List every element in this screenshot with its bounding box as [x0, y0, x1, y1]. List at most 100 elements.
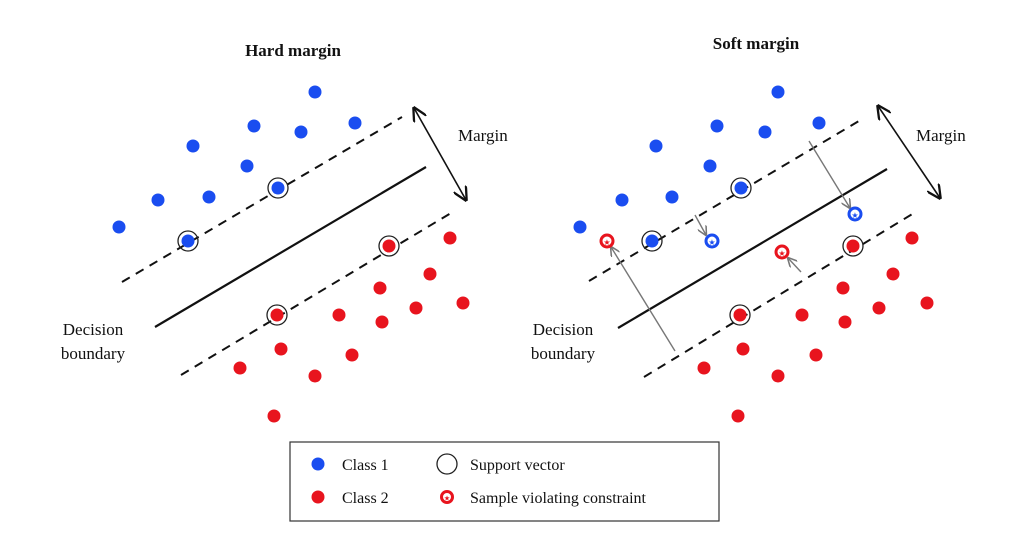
support-vector-ring	[267, 177, 289, 199]
soft-margin-label: Margin	[916, 126, 966, 145]
decision-boundary-line	[154, 166, 427, 328]
legend-class1-marker	[311, 457, 325, 471]
support-vector-ring	[378, 235, 400, 257]
class1-point	[812, 116, 826, 130]
support-vector-ring	[641, 230, 663, 252]
class2-point	[733, 308, 747, 322]
class1-point	[181, 234, 195, 248]
hard-class2-support-vectors	[266, 235, 400, 326]
slack-arrow	[611, 247, 676, 352]
violating-sample-class2	[774, 244, 790, 260]
class1-point	[240, 159, 254, 173]
soft-class1-violating: ★ ★	[704, 206, 863, 249]
class1-point	[645, 234, 659, 248]
class1-point	[649, 139, 663, 153]
soft-boundary-label-line2: boundary	[531, 344, 596, 363]
legend-class2-label: Class 2	[342, 490, 389, 507]
legend-box	[289, 441, 720, 522]
legend-class1-label: Class 1	[342, 457, 389, 474]
hard-class1-points	[112, 85, 362, 234]
class1-point	[758, 125, 772, 139]
class2-point	[905, 231, 919, 245]
class1-point	[710, 119, 724, 133]
support-vector-ring	[177, 230, 199, 252]
class2-point	[838, 315, 852, 329]
class2-point	[456, 296, 470, 310]
class1-point	[247, 119, 261, 133]
support-vector-ring	[730, 177, 752, 199]
hard-margin-panel: Hard margin Margin Decision boundary	[61, 41, 508, 423]
class1-point	[615, 193, 629, 207]
hard-class2-points	[233, 231, 470, 423]
soft-class1-points	[573, 85, 826, 234]
legend: Class 1 Class 2 Support vector ★ Sample …	[289, 441, 720, 522]
class2-point	[846, 239, 860, 253]
class2-point	[920, 296, 934, 310]
soft-class2-points	[697, 231, 934, 423]
class1-point	[202, 190, 216, 204]
star-icon: ★	[708, 238, 715, 247]
legend-support-vector-label: Support vector	[470, 457, 565, 474]
hard-margin-label: Margin	[458, 126, 508, 145]
star-icon: ★	[778, 249, 785, 258]
margin-arrow	[878, 106, 940, 198]
class2-point	[443, 231, 457, 245]
class1-point	[271, 181, 285, 195]
class2-point	[267, 409, 281, 423]
lower-margin-line	[643, 212, 915, 378]
class2-point	[872, 301, 886, 315]
violating-sample-class2	[599, 233, 615, 249]
class2-point	[836, 281, 850, 295]
slack-arrow	[694, 214, 706, 235]
class2-point	[233, 361, 247, 375]
margin-arrow	[414, 108, 466, 200]
class1-point	[186, 139, 200, 153]
slack-arrow	[808, 140, 850, 208]
hard-boundary-label-line1: Decision	[63, 320, 124, 339]
class2-point	[308, 369, 322, 383]
class2-point	[731, 409, 745, 423]
soft-margin-title: Soft margin	[713, 34, 800, 53]
lower-margin-line	[180, 212, 452, 376]
violating-sample-class1	[847, 206, 863, 222]
hard-margin-title: Hard margin	[245, 41, 341, 60]
legend-class2-marker	[311, 490, 325, 504]
legend-support-vector-marker	[436, 453, 458, 475]
class2-point	[274, 342, 288, 356]
soft-class2-violating: ★ ★	[599, 233, 790, 260]
support-vector-ring	[266, 304, 288, 326]
star-icon: ★	[851, 211, 858, 220]
class1-point	[665, 190, 679, 204]
class2-point	[423, 267, 437, 281]
upper-margin-line	[121, 116, 403, 283]
soft-margin-panel: Soft margin Margin Decision boundary	[531, 34, 966, 423]
soft-boundary-label-line1: Decision	[533, 320, 594, 339]
class2-point	[886, 267, 900, 281]
star-icon: ★	[603, 238, 610, 247]
class2-point	[736, 342, 750, 356]
legend-violating-marker	[440, 490, 454, 504]
class1-point	[573, 220, 587, 234]
class2-point	[332, 308, 346, 322]
class2-point	[809, 348, 823, 362]
class2-point	[375, 315, 389, 329]
hard-class1-support-vectors	[177, 177, 289, 252]
class1-point	[151, 193, 165, 207]
support-vector-ring	[842, 235, 864, 257]
class2-point	[771, 369, 785, 383]
support-vector-ring	[729, 304, 751, 326]
class2-point	[382, 239, 396, 253]
class2-point	[345, 348, 359, 362]
class2-point	[795, 308, 809, 322]
legend-violating-label: Sample violating constraint	[470, 490, 647, 507]
class2-point	[409, 301, 423, 315]
class1-point	[308, 85, 322, 99]
class2-point	[697, 361, 711, 375]
soft-class1-support-vectors	[641, 177, 752, 252]
hard-boundary-label-line2: boundary	[61, 344, 126, 363]
class1-point	[734, 181, 748, 195]
star-icon: ★	[444, 495, 450, 503]
violating-sample-class1	[704, 233, 720, 249]
class1-point	[703, 159, 717, 173]
